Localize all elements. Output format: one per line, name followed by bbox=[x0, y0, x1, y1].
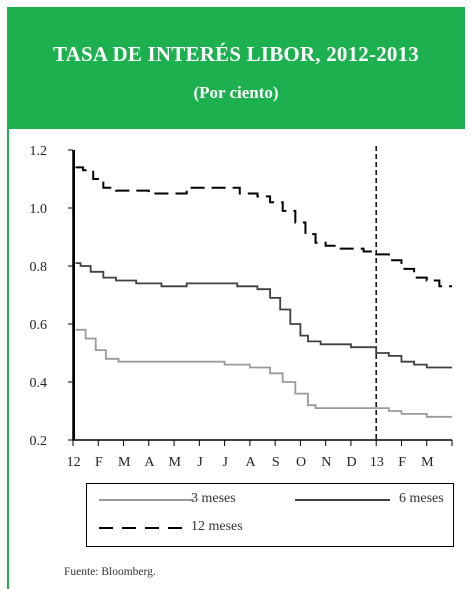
legend-label-6m: 6 meses bbox=[399, 491, 444, 507]
x-tick-label: F bbox=[95, 455, 103, 470]
series-line-3-meses bbox=[76, 330, 452, 417]
x-tick-label: M bbox=[118, 455, 131, 470]
x-tick-label: F bbox=[398, 455, 406, 470]
y-tick-label: 0.6 bbox=[30, 318, 48, 333]
series-line-12-meses bbox=[76, 167, 452, 286]
y-tick-label: 0.8 bbox=[30, 260, 48, 275]
x-tick-label: J bbox=[197, 455, 203, 470]
line-chart: 0.20.40.60.81.01.212 F M A M J J A S O N D 13 F M bbox=[0, 0, 472, 480]
x-tick-label: M bbox=[168, 455, 181, 470]
x-tick-label: M bbox=[421, 455, 434, 470]
legend-label-12m: 12 meses bbox=[191, 519, 243, 535]
y-tick-label: 1.2 bbox=[30, 144, 48, 159]
x-tick-label: A bbox=[245, 455, 256, 470]
chart-legend: 3 meses 6 meses 12 meses bbox=[86, 483, 454, 547]
x-tick-label: N bbox=[321, 455, 331, 470]
legend-label-3m: 3 meses bbox=[191, 491, 236, 507]
y-tick-label: 1.0 bbox=[30, 202, 48, 217]
y-tick-label: 0.2 bbox=[30, 434, 48, 449]
x-tick-label: S bbox=[272, 455, 280, 470]
x-tick-label: A bbox=[144, 455, 155, 470]
y-tick-label: 0.4 bbox=[30, 376, 48, 391]
series-line-6-meses bbox=[76, 263, 452, 367]
x-tick-label: 13 bbox=[370, 455, 384, 470]
x-tick-label: D bbox=[347, 455, 357, 470]
x-tick-label: J bbox=[223, 455, 229, 470]
legend-swatch-6m bbox=[295, 490, 415, 510]
x-tick-label: 12 bbox=[67, 455, 81, 470]
x-tick-label: O bbox=[296, 455, 306, 470]
source-note: Fuente: Bloomberg. bbox=[64, 566, 156, 578]
